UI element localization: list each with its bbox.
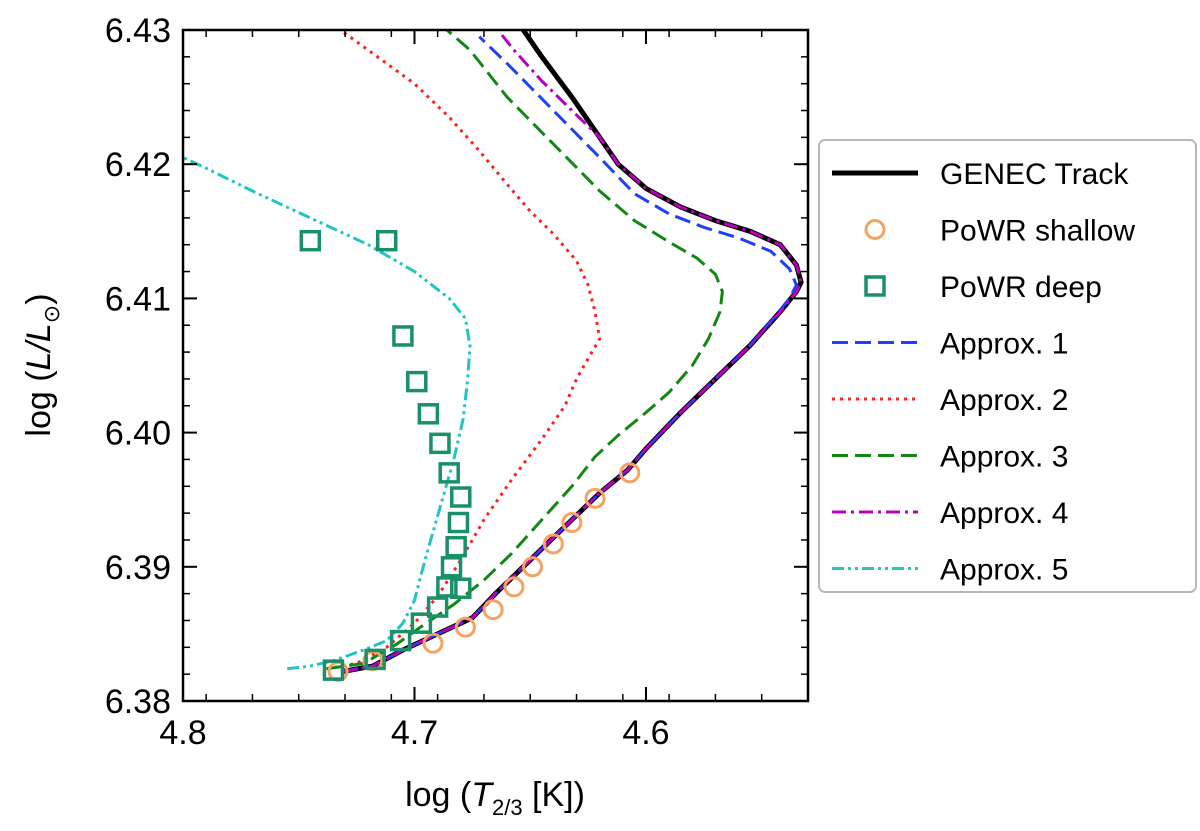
point-powr-deep: [364, 648, 386, 671]
point-powr-shallow: [584, 487, 606, 509]
point-powr-deep: [375, 229, 398, 252]
point-powr-shallow: [503, 576, 525, 598]
point-powr-deep: [445, 535, 467, 558]
point-powr-deep: [392, 325, 414, 347]
y-tick-label: 6.38: [105, 683, 171, 721]
y-axis-label: log (L/L⊙): [20, 293, 64, 436]
legend-label-genec-track: GENEC Track: [940, 158, 1129, 191]
point-powr-shallow: [454, 616, 476, 638]
point-powr-deep: [410, 612, 433, 634]
point-powr-shallow: [422, 632, 444, 654]
series-approx-5: [183, 156, 472, 671]
point-powr-deep: [426, 596, 449, 618]
x-axis-label: log (T2/3 [K]): [405, 776, 585, 820]
y-tick-label: 6.43: [105, 12, 171, 50]
tick-layer: 4.8 4.7 4.6 6.38 6.39 6.40 6.41 6.42 6.43: [105, 12, 809, 752]
legend-label-approx-1: Approx. 1: [940, 328, 1068, 361]
legend-label-approx-5: Approx. 5: [940, 554, 1068, 587]
x-tick-label: 4.7: [391, 714, 438, 752]
y-tick-label: 6.41: [105, 280, 171, 318]
point-powr-deep: [440, 556, 463, 578]
point-powr-deep: [406, 370, 428, 393]
series-approx-2: [326, 30, 602, 671]
point-powr-deep: [436, 576, 458, 598]
x-tick-label: 4.6: [622, 714, 669, 752]
point-powr-deep: [417, 403, 440, 425]
legend-label-powr-deep: PoWR deep: [940, 271, 1102, 304]
x-tick-label: 4.8: [159, 714, 206, 752]
legend-label-approx-3: Approx. 3: [940, 441, 1068, 474]
legend-label-approx-4: Approx. 4: [940, 497, 1068, 530]
point-powr-deep: [450, 577, 472, 600]
y-tick-label: 6.42: [105, 146, 171, 184]
point-powr-shallow: [561, 512, 583, 534]
series-approx-1: [342, 35, 798, 673]
legend-label-powr-shallow: PoWR shallow: [940, 215, 1135, 248]
point-powr-shallow: [522, 556, 544, 578]
point-powr-deep: [429, 432, 451, 455]
legend: GENEC Track PoWR shallow PoWR deep Approx. …: [818, 139, 1197, 593]
legend-frame: [818, 139, 1197, 593]
point-powr-deep: [438, 462, 460, 484]
point-powr-shallow: [542, 533, 564, 555]
series-approx-3: [326, 30, 724, 671]
y-tick-label: 6.39: [105, 549, 171, 587]
legend-swatch-powr-deep: [864, 275, 886, 297]
point-powr-shallow: [482, 599, 504, 621]
point-powr-deep: [389, 629, 412, 652]
legend-swatch-powr-shallow: [864, 219, 886, 240]
plot-area: [183, 30, 808, 701]
point-powr-deep: [450, 486, 472, 508]
point-powr-deep: [299, 229, 322, 252]
plot-frame: [181, 28, 810, 703]
point-powr-shallow: [619, 462, 641, 484]
y-tick-label: 6.40: [105, 415, 171, 453]
point-powr-deep: [322, 659, 345, 681]
legend-label-approx-2: Approx. 2: [940, 384, 1068, 417]
point-powr-deep: [447, 511, 470, 534]
marker-layer: [299, 229, 641, 682]
